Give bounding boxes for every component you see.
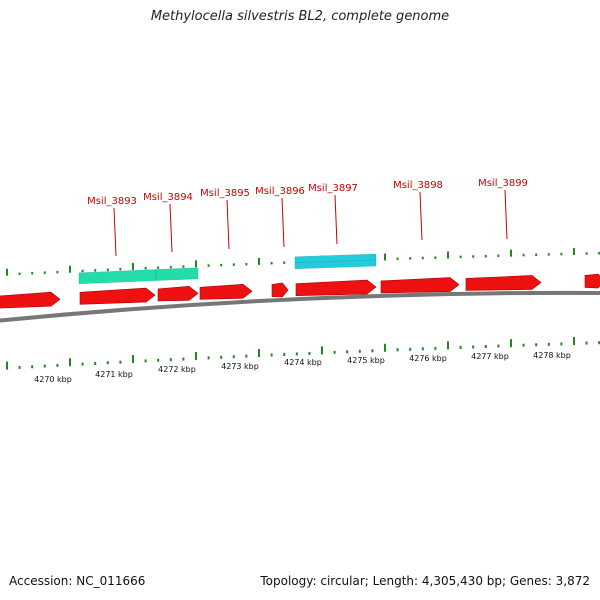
kbp-label: 4277 kbp xyxy=(471,352,509,361)
inner-tick-ring xyxy=(6,337,600,370)
leader-line xyxy=(504,189,508,240)
rna-feature-a xyxy=(78,269,157,285)
gene-label: Msil_3895 xyxy=(200,188,250,199)
gene-label: Msil_3893 xyxy=(87,196,137,207)
gene-label: Msil_3894 xyxy=(143,192,193,203)
gene-label: Msil_3897 xyxy=(308,183,358,194)
kbp-label: 4272 kbp xyxy=(158,365,196,374)
cds-arrow xyxy=(157,286,199,302)
leader-line xyxy=(113,207,117,257)
feature-track xyxy=(0,253,600,309)
cds-arrow xyxy=(584,273,600,289)
cds-arrow xyxy=(271,282,289,298)
outer-tick-ring xyxy=(6,248,600,276)
cds-arrow xyxy=(79,287,156,305)
kbp-label: 4278 kbp xyxy=(533,351,571,360)
cds-arrow xyxy=(465,275,542,291)
leader-line xyxy=(226,199,230,250)
cds-arrow xyxy=(380,277,460,294)
gene-label: Msil_3896 xyxy=(255,186,305,197)
genome-backbone xyxy=(0,290,600,323)
leader-line xyxy=(419,191,423,241)
cds-arrow xyxy=(295,279,377,297)
kbp-label: 4275 kbp xyxy=(347,356,385,365)
gene-labels: Msil_3893 Msil_3894 Msil_3895 Msil_3896 Msil… xyxy=(87,178,528,207)
accession-text: Accession: NC_011666 xyxy=(9,574,146,588)
kbp-label: 4270 kbp xyxy=(34,375,72,384)
gene-label: Msil_3898 xyxy=(393,180,443,191)
cds-arrow xyxy=(0,291,61,309)
rna-feature-b-bottom xyxy=(294,259,377,270)
map-title: Methylocella silvestris BL2, complete ge… xyxy=(150,9,450,24)
kbp-label: 4274 kbp xyxy=(284,358,322,367)
kbp-labels: 4270 kbp 4271 kbp 4272 kbp 4273 kbp 4274 kbp… xyxy=(34,351,571,384)
leader-line xyxy=(281,197,285,248)
kbp-label: 4276 kbp xyxy=(409,354,447,363)
kbp-label: 4273 kbp xyxy=(221,362,259,371)
cds-arrow xyxy=(199,283,253,300)
gene-label: Msil_3899 xyxy=(478,178,528,189)
leader-line xyxy=(169,203,173,253)
rna-feature-a2 xyxy=(155,267,199,281)
leader-line xyxy=(334,194,338,245)
kbp-label: 4271 kbp xyxy=(95,370,133,379)
rna-feature-b-top xyxy=(294,253,377,264)
label-leaders xyxy=(113,189,508,257)
topology-summary: Topology: circular; Length: 4,305,430 bp… xyxy=(260,574,590,588)
